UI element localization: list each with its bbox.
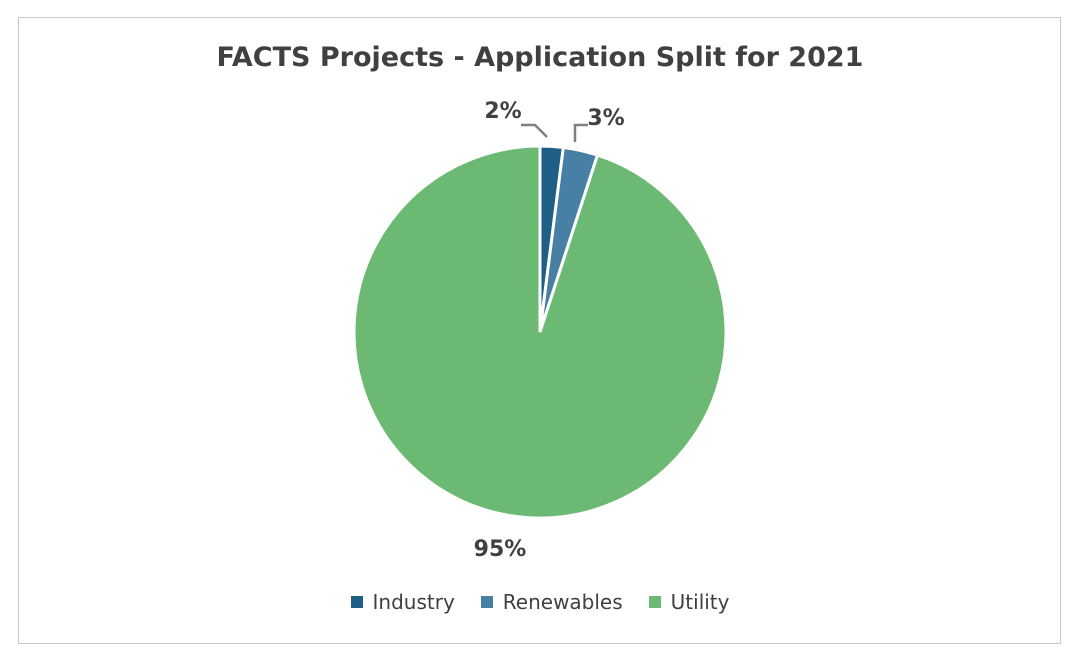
data-label: 2% [484,99,521,124]
legend-label: Renewables [502,590,623,614]
legend: Industry Renewables Utility [0,590,1080,614]
leader-line [521,123,548,138]
chart-title: FACTS Projects - Application Split for 2… [216,42,864,73]
chart-frame [18,17,1061,644]
legend-item-renewables: Renewables [480,590,623,614]
legend-item-industry: Industry [350,590,455,614]
legend-label: Industry [372,590,455,614]
leader-line [573,123,588,142]
data-label: 3% [587,106,624,131]
data-label: 95% [474,537,527,562]
legend-swatch [648,596,661,608]
pie-slice-utility [352,144,728,520]
legend-swatch [350,596,363,608]
legend-label: Utility [670,590,730,614]
legend-item-utility: Utility [648,590,730,614]
legend-swatch [480,596,493,608]
